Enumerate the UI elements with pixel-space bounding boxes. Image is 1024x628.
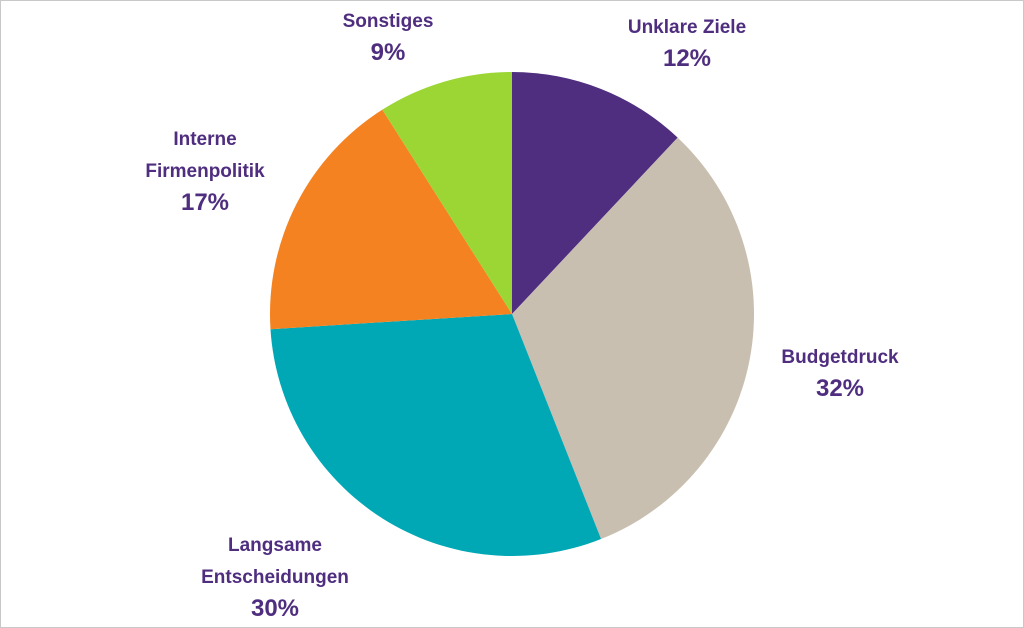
value-label: 30% (250, 595, 300, 622)
category-label: Unklare Ziele (627, 17, 747, 38)
value-label: 9% (370, 39, 406, 66)
data-label: Unklare Ziele 12% (612, 12, 762, 74)
value-label: 17% (180, 189, 230, 216)
pie-slice (512, 72, 678, 314)
category-label: Interne Firmenpolitik (145, 129, 265, 182)
category-label: Budgetdruck (781, 347, 899, 368)
data-label: Sonstiges 9% (328, 6, 448, 68)
pie-slice (512, 137, 754, 540)
category-label: Sonstiges (342, 11, 434, 32)
pie-slice (382, 72, 512, 314)
data-label: Budgetdruck 32% (760, 342, 920, 404)
data-label: Langsame Entscheidungen 30% (180, 530, 370, 624)
value-label: 32% (815, 375, 865, 402)
value-label: 12% (662, 45, 712, 72)
category-label: Langsame Entscheidungen (201, 535, 349, 588)
pie-slice (270, 109, 512, 330)
data-label: Interne Firmenpolitik 17% (125, 124, 285, 218)
pie-slice (270, 314, 602, 556)
